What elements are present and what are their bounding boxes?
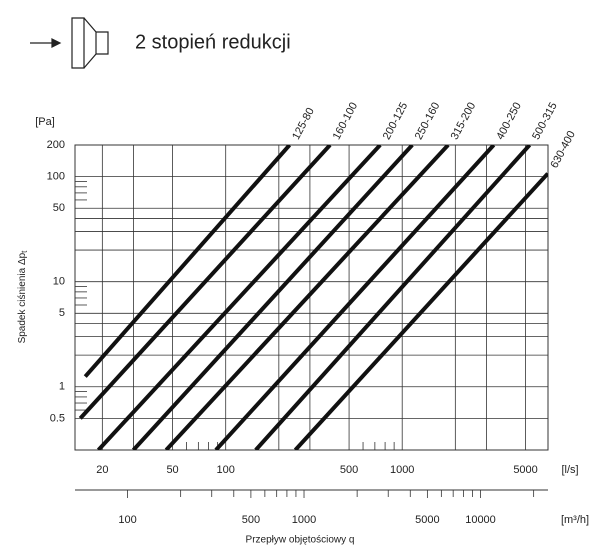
series-line — [293, 172, 548, 450]
series-line — [96, 145, 382, 450]
y-tick-label: 1 — [59, 381, 65, 393]
x-tick-label: 500 — [340, 464, 358, 476]
chart-title: 2 stopień redukcji — [135, 31, 291, 53]
reducer-icon — [30, 17, 109, 69]
series-label: 250-160 — [413, 100, 443, 141]
x-tick-label: 100 — [217, 464, 235, 476]
x-tick-label: 20 — [96, 464, 108, 476]
y-tick-label: 10 — [53, 276, 65, 288]
series-label: 500-315 — [530, 100, 560, 141]
y-tick-label: 200 — [47, 139, 65, 151]
y-axis-title-sub: t — [20, 250, 29, 253]
x2-unit: [m³/h] — [561, 514, 589, 526]
x-tick-label: 5000 — [513, 464, 537, 476]
y-tick-label: 100 — [47, 171, 65, 183]
series-label: 400-250 — [494, 100, 524, 141]
series-line — [131, 145, 414, 450]
x-unit: [l/s] — [561, 464, 578, 476]
x2-tick-label: 1000 — [292, 514, 316, 526]
y-axis-title-main: Spadek ciśnienia Δp — [17, 252, 28, 343]
x2-tick-label: 500 — [242, 514, 260, 526]
x2-tick-label: 5000 — [415, 514, 439, 526]
y-tick-label: 0.5 — [50, 412, 65, 424]
y-unit: [Pa] — [35, 116, 55, 128]
series-line — [78, 145, 332, 420]
series-line — [83, 145, 292, 378]
plot-frame — [74, 144, 549, 451]
y-tick-label: 50 — [53, 202, 65, 214]
series-label: 160-100 — [331, 100, 361, 141]
series-label: 315-200 — [449, 100, 479, 141]
series-label: 630-400 — [548, 129, 578, 170]
y-axis-title: Spadek ciśnienia Δpt — [17, 250, 29, 344]
x-axis-title: Przepływ objętościowy q — [246, 535, 355, 546]
y-tick-label: 5 — [59, 307, 65, 319]
x2-tick-label: 100 — [118, 514, 136, 526]
x-tick-label: 1000 — [390, 464, 414, 476]
series-line — [254, 145, 532, 450]
series-line — [164, 145, 450, 450]
x2-tick-label: 10000 — [465, 514, 496, 526]
series-label: 125-80 — [290, 106, 317, 142]
series-label: 200-125 — [381, 100, 411, 141]
series-group — [78, 145, 548, 450]
x-tick-label: 50 — [166, 464, 178, 476]
series-line — [214, 145, 496, 450]
